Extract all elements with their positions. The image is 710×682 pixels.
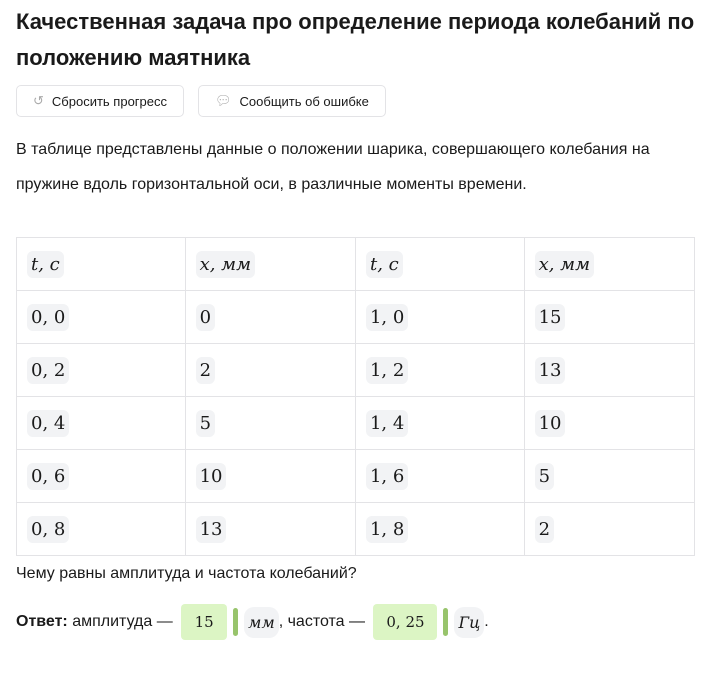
- answer-label: Ответ:: [16, 613, 68, 630]
- reset-label: Сбросить прогресс: [51, 93, 168, 109]
- report-label: Сообщить об ошибке: [239, 93, 369, 109]
- table-row: 0, 4 5 1, 4 10: [16, 396, 696, 450]
- cell: 0: [184, 290, 356, 344]
- table-row: 0, 2 2 1, 2 13: [16, 343, 696, 397]
- table-header-row: t, с x, мм t, с x, мм: [16, 237, 696, 291]
- cell: 5: [184, 396, 356, 450]
- header-cell: t, с: [16, 237, 186, 291]
- cell: 1, 0: [354, 290, 525, 344]
- input-status-bar: [233, 608, 239, 636]
- cell: 0, 8: [16, 502, 186, 556]
- cell: 0, 0: [16, 290, 186, 344]
- cell: 13: [184, 502, 356, 556]
- input-status-bar: [443, 608, 449, 636]
- amplitude-input[interactable]: 15: [181, 604, 228, 640]
- reset-icon: ↺: [33, 93, 44, 108]
- amplitude-unit: мм: [244, 606, 279, 638]
- cell: 1, 8: [354, 502, 525, 556]
- cell: 5: [523, 449, 696, 503]
- cell: 2: [523, 502, 696, 556]
- cell: 2: [184, 343, 356, 397]
- question-text: Чему равны амплитуда и частота колебаний…: [16, 565, 357, 582]
- cell: 0, 4: [16, 396, 186, 450]
- frequency-input[interactable]: 0, 25: [373, 604, 438, 640]
- amplitude-text: амплитуда —: [72, 613, 173, 630]
- report-error-button[interactable]: 💬︎ Сообщить об ошибке: [198, 85, 386, 117]
- frequency-text: , частота —: [278, 613, 366, 630]
- header-cell: t, с: [354, 237, 525, 291]
- page-title: Качественная задача про определение пери…: [16, 9, 695, 70]
- header-cell: x, мм: [184, 237, 356, 291]
- cell: 1, 6: [354, 449, 525, 503]
- header-cell: x, мм: [523, 237, 696, 291]
- comment-icon: 💬︎: [215, 93, 232, 108]
- cell: 1, 2: [354, 343, 525, 397]
- table-row: 0, 0 0 1, 0 15: [16, 290, 696, 344]
- cell: 1, 4: [354, 396, 525, 450]
- frequency-unit: Гц: [454, 606, 485, 638]
- reset-progress-button[interactable]: ↺ Сбросить прогресс: [16, 85, 185, 117]
- cell: 0, 6: [16, 449, 186, 503]
- period: .: [484, 613, 489, 630]
- cell: 13: [523, 343, 696, 397]
- problem-text: В таблице представлены данные о положени…: [16, 141, 650, 193]
- cell: 0, 2: [16, 343, 186, 397]
- cell: 10: [523, 396, 696, 450]
- cell: 10: [184, 449, 356, 503]
- answer-line: Ответ: амплитуда — 15 мм , частота — 0, …: [16, 603, 489, 641]
- cell: 15: [523, 290, 696, 344]
